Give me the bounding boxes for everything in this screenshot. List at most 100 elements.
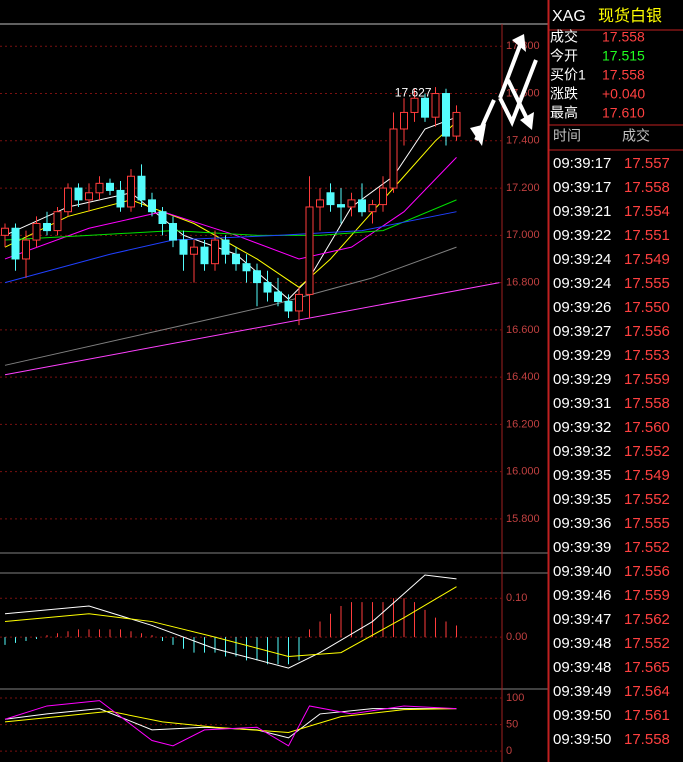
candle-body <box>211 239 219 265</box>
y-tick-label: 16.000 <box>506 466 540 478</box>
tick-price: 17.561 <box>624 707 670 724</box>
symbol: XAG <box>552 8 586 25</box>
candle-body <box>200 246 209 265</box>
tick-time: 09:39:27 <box>553 323 611 340</box>
candle-body <box>221 239 230 255</box>
y-tick-label: 17.400 <box>506 135 540 147</box>
candle-body <box>95 182 104 194</box>
candle-body <box>358 199 366 213</box>
candle-body <box>452 111 461 137</box>
indicator-line <box>4 246 457 366</box>
y-tick-label: 16.600 <box>506 324 540 336</box>
candle-body <box>32 223 41 241</box>
tick-time: 09:39:36 <box>553 515 611 532</box>
tick-price: 17.558 <box>624 179 670 196</box>
candle-body <box>106 182 114 191</box>
quote-label: 今开 <box>550 48 578 64</box>
candle-body <box>295 293 303 312</box>
candle-body <box>431 93 440 118</box>
quote-value: +0.040 <box>602 86 645 102</box>
candle-body <box>263 282 272 293</box>
arrow-stroke <box>498 59 538 127</box>
candle-body <box>64 187 72 213</box>
tick-price: 17.552 <box>624 539 670 556</box>
tick-price: 17.551 <box>624 227 670 244</box>
arrow-head <box>520 112 534 130</box>
candle-body <box>253 270 261 284</box>
tick-time: 09:39:48 <box>553 659 611 676</box>
candle-body <box>190 246 198 255</box>
tick-price: 17.558 <box>624 731 670 748</box>
candle-body <box>316 199 324 208</box>
y-tick-label: 17.000 <box>506 229 540 241</box>
candle-body <box>169 223 177 241</box>
indicator-line <box>4 708 457 734</box>
indicator-line <box>4 700 457 747</box>
quote-label: 涨跌 <box>550 86 578 102</box>
tick-price: 17.559 <box>624 587 670 604</box>
tick-price: 17.555 <box>624 275 670 292</box>
tick-time: 09:39:17 <box>553 155 611 172</box>
candle-body <box>116 189 125 208</box>
y-tick-label: 15.800 <box>506 513 540 525</box>
candle-body <box>53 211 62 232</box>
y-tick-label: 0 <box>506 745 512 757</box>
tick-time: 09:39:26 <box>553 299 611 316</box>
tick-time: 09:39:35 <box>553 491 611 508</box>
candle-body <box>137 175 146 201</box>
tick-time: 09:39:50 <box>553 707 611 724</box>
tick-price: 17.553 <box>624 347 670 364</box>
tick-time: 09:39:47 <box>553 611 611 628</box>
indicator-line <box>4 282 500 376</box>
tick-price: 17.552 <box>624 635 670 652</box>
candle-body <box>421 97 429 118</box>
arrow-head <box>470 124 486 146</box>
candle-body <box>389 128 398 189</box>
candle-body <box>148 199 156 213</box>
quote-label: 买价1 <box>550 67 586 83</box>
quote-value: 17.515 <box>602 48 645 64</box>
candle-body <box>179 239 188 255</box>
candle-body <box>1 227 9 236</box>
tick-price: 17.558 <box>624 395 670 412</box>
candle-body <box>337 204 345 208</box>
indicator-line <box>4 156 457 260</box>
ticks-col: 时间 <box>553 128 581 144</box>
y-tick-label: 16.400 <box>506 371 540 383</box>
candle-body <box>232 253 240 265</box>
candle-body <box>410 97 419 113</box>
y-tick-label: 16.800 <box>506 276 540 288</box>
tick-price: 17.562 <box>624 611 670 628</box>
candle-body <box>368 204 377 213</box>
tick-time: 09:39:46 <box>553 587 611 604</box>
indicator-line <box>4 708 457 739</box>
tick-time: 09:39:22 <box>553 227 611 244</box>
candle-body <box>305 206 314 295</box>
tick-price: 17.552 <box>624 491 670 508</box>
tick-time: 09:39:49 <box>553 683 611 700</box>
tick-time: 09:39:32 <box>553 419 611 436</box>
y-tick-label: 16.200 <box>506 418 540 430</box>
tick-time: 09:39:24 <box>553 251 611 268</box>
ticks-col: 成交 <box>622 128 650 144</box>
candle-body <box>326 192 335 206</box>
tick-time: 09:39:29 <box>553 347 611 364</box>
quote-value: 17.610 <box>602 105 645 121</box>
tick-price: 17.550 <box>624 299 670 316</box>
candle-body <box>400 111 408 130</box>
tick-time: 09:39:21 <box>553 203 611 220</box>
tick-price: 17.555 <box>624 515 670 532</box>
y-tick-label: 50 <box>506 718 518 730</box>
tick-time: 09:39:50 <box>553 731 611 748</box>
tick-time: 09:39:17 <box>553 179 611 196</box>
candle-body <box>274 291 282 302</box>
tick-time: 09:39:31 <box>553 395 611 412</box>
candle-body <box>85 192 93 201</box>
arrow-stroke <box>498 39 524 99</box>
tick-price: 17.556 <box>624 563 670 580</box>
indicator-line <box>4 121 457 288</box>
indicator-line <box>4 574 457 669</box>
tick-time: 09:39:24 <box>553 275 611 292</box>
